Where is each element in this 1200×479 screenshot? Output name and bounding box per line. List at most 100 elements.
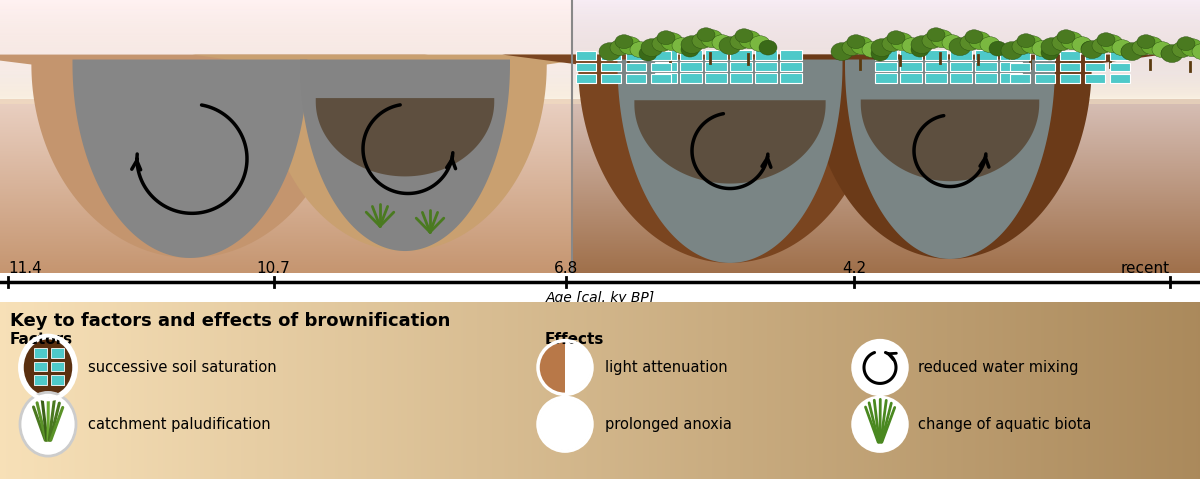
- Bar: [601, 63, 622, 71]
- Ellipse shape: [739, 31, 761, 49]
- Text: Effects: Effects: [545, 331, 605, 347]
- Ellipse shape: [1012, 39, 1032, 55]
- Ellipse shape: [734, 29, 754, 43]
- Bar: [1000, 50, 1022, 59]
- Ellipse shape: [931, 30, 953, 47]
- Ellipse shape: [1177, 37, 1195, 51]
- Ellipse shape: [1072, 37, 1092, 53]
- Ellipse shape: [1081, 41, 1103, 58]
- Bar: [50, 376, 64, 386]
- Bar: [1010, 74, 1030, 83]
- Ellipse shape: [712, 35, 732, 51]
- Ellipse shape: [922, 33, 942, 49]
- Bar: [925, 73, 947, 83]
- Bar: [1010, 51, 1030, 59]
- Ellipse shape: [980, 37, 1000, 53]
- Bar: [755, 61, 778, 71]
- Bar: [1034, 74, 1055, 83]
- Ellipse shape: [1192, 44, 1200, 59]
- Ellipse shape: [730, 34, 750, 50]
- Text: 4.2: 4.2: [842, 261, 866, 276]
- Text: Age [cal. ky BP]: Age [cal. ky BP]: [546, 291, 654, 305]
- Bar: [1110, 63, 1130, 71]
- Ellipse shape: [902, 38, 922, 54]
- Text: light attenuation: light attenuation: [605, 360, 727, 375]
- Bar: [706, 73, 727, 83]
- Ellipse shape: [1121, 43, 1142, 60]
- Text: change of aquatic biota: change of aquatic biota: [918, 417, 1091, 432]
- Bar: [1010, 63, 1030, 71]
- Bar: [875, 73, 898, 83]
- Ellipse shape: [760, 40, 778, 55]
- Bar: [900, 61, 922, 71]
- Ellipse shape: [616, 35, 634, 49]
- Polygon shape: [502, 55, 958, 263]
- Bar: [1110, 74, 1130, 83]
- Bar: [34, 376, 47, 386]
- Text: 6.8: 6.8: [554, 261, 578, 276]
- Bar: [626, 74, 646, 83]
- Ellipse shape: [719, 37, 742, 55]
- Ellipse shape: [1018, 34, 1034, 47]
- Ellipse shape: [1032, 41, 1052, 57]
- Bar: [925, 61, 947, 71]
- Bar: [1000, 73, 1022, 83]
- Ellipse shape: [989, 41, 1007, 56]
- Bar: [900, 73, 922, 83]
- Polygon shape: [300, 59, 510, 251]
- Polygon shape: [845, 59, 1055, 259]
- Bar: [650, 63, 671, 71]
- Bar: [730, 73, 752, 83]
- Bar: [730, 61, 752, 71]
- Ellipse shape: [1138, 35, 1154, 49]
- Ellipse shape: [1102, 35, 1123, 53]
- Ellipse shape: [960, 35, 980, 51]
- Ellipse shape: [1057, 30, 1075, 44]
- Text: catchment paludification: catchment paludification: [88, 417, 271, 432]
- Ellipse shape: [887, 31, 905, 45]
- Ellipse shape: [942, 35, 962, 51]
- Ellipse shape: [847, 35, 865, 49]
- Wedge shape: [565, 342, 592, 393]
- Ellipse shape: [842, 40, 862, 56]
- Text: prolonged anoxia: prolonged anoxia: [605, 417, 732, 432]
- Bar: [680, 50, 702, 59]
- Wedge shape: [539, 342, 565, 393]
- Ellipse shape: [871, 46, 889, 61]
- Ellipse shape: [911, 36, 934, 54]
- Bar: [755, 73, 778, 83]
- Text: Key to factors and effects of brownification: Key to factors and effects of brownifica…: [10, 312, 450, 330]
- Bar: [780, 73, 802, 83]
- Polygon shape: [72, 59, 307, 258]
- Ellipse shape: [682, 36, 703, 54]
- Bar: [650, 74, 671, 83]
- Text: recent: recent: [1121, 261, 1170, 276]
- Ellipse shape: [701, 30, 722, 47]
- Bar: [1085, 51, 1105, 59]
- Ellipse shape: [721, 39, 739, 54]
- Ellipse shape: [692, 33, 712, 49]
- Bar: [1034, 51, 1055, 59]
- Bar: [1060, 51, 1080, 59]
- Bar: [576, 74, 596, 83]
- Ellipse shape: [1172, 42, 1192, 57]
- Ellipse shape: [1097, 33, 1115, 46]
- Bar: [706, 61, 727, 71]
- Bar: [1060, 74, 1080, 83]
- Text: reduced water mixing: reduced water mixing: [918, 360, 1079, 375]
- Ellipse shape: [697, 28, 715, 42]
- Ellipse shape: [1112, 40, 1132, 56]
- Bar: [655, 50, 677, 59]
- Bar: [34, 348, 47, 357]
- Bar: [1085, 74, 1105, 83]
- Polygon shape: [192, 55, 618, 251]
- Ellipse shape: [1141, 37, 1163, 55]
- Bar: [655, 61, 677, 71]
- Ellipse shape: [853, 341, 907, 394]
- Bar: [730, 50, 752, 59]
- Bar: [974, 50, 997, 59]
- Ellipse shape: [830, 43, 853, 60]
- Bar: [50, 348, 64, 357]
- Bar: [1060, 63, 1080, 71]
- Ellipse shape: [1181, 39, 1200, 57]
